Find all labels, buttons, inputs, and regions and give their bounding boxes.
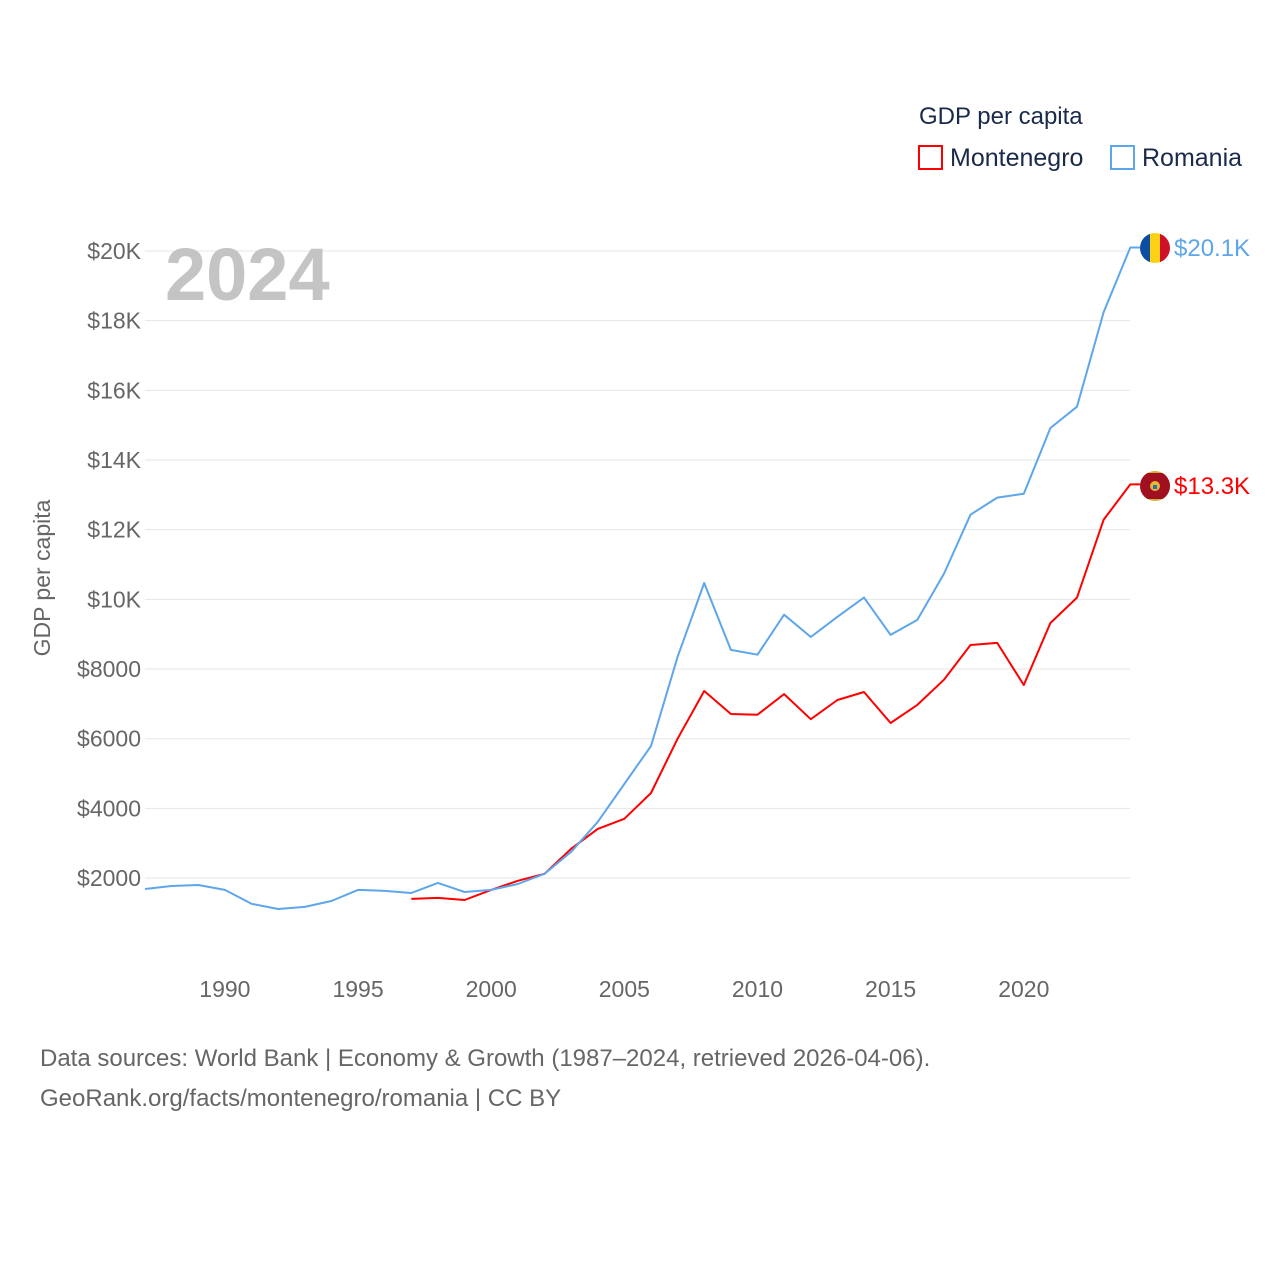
y-tick-label: $16K: [87, 377, 141, 403]
footer-attribution[interactable]: GeoRank.org/facts/montenegro/romania | C…: [40, 1085, 562, 1112]
footer-sources: Data sources: World Bank | Economy & Gro…: [40, 1045, 931, 1072]
montenegro-end-label: $13.3K: [1174, 473, 1250, 500]
montenegro-flag-icon: [1140, 471, 1170, 501]
year-watermark: 2024: [165, 233, 330, 316]
y-tick-label: $4000: [77, 795, 141, 821]
x-axis: 1990 1995 2000 2005 2010 2015 2020: [199, 976, 1049, 1002]
romania-end-label: $20.1K: [1174, 235, 1250, 262]
y-tick-label: $8000: [77, 656, 141, 682]
y-tick-label: $10K: [87, 586, 141, 612]
romania-flag-icon: [1140, 233, 1170, 263]
y-tick-label: $20K: [87, 238, 141, 264]
legend-label: Romania: [1142, 144, 1242, 172]
y-axis: $2000 $4000 $6000 $8000 $10K $12K $14K $16K $18K…: [77, 238, 142, 891]
legend: GDP per capita Montenegro Romania: [918, 103, 1242, 172]
y-tick-label: $14K: [87, 447, 141, 473]
legend-item-romania[interactable]: Romania: [1110, 144, 1242, 172]
legend-title: GDP per capita: [919, 103, 1083, 130]
x-tick-label: 1995: [332, 976, 383, 1002]
x-tick-label: 2015: [865, 976, 916, 1002]
series-line-romania[interactable]: [144, 246, 1140, 910]
y-tick-label: $6000: [77, 726, 141, 752]
legend-item-montenegro[interactable]: Montenegro: [918, 144, 1083, 172]
y-tick-label: $2000: [77, 865, 141, 891]
x-tick-label: 2010: [732, 976, 783, 1002]
x-tick-label: 2020: [998, 976, 1049, 1002]
x-tick-label: 2005: [599, 976, 650, 1002]
y-axis-label: GDP per capita: [29, 499, 55, 656]
x-tick-label: 2000: [466, 976, 517, 1002]
y-tick-label: $12K: [87, 517, 141, 543]
y-tick-label: $18K: [87, 308, 141, 334]
grid: [145, 250, 1130, 879]
legend-label: Montenegro: [950, 144, 1083, 172]
series-line-montenegro[interactable]: [411, 483, 1140, 901]
x-tick-label: 1990: [199, 976, 250, 1002]
